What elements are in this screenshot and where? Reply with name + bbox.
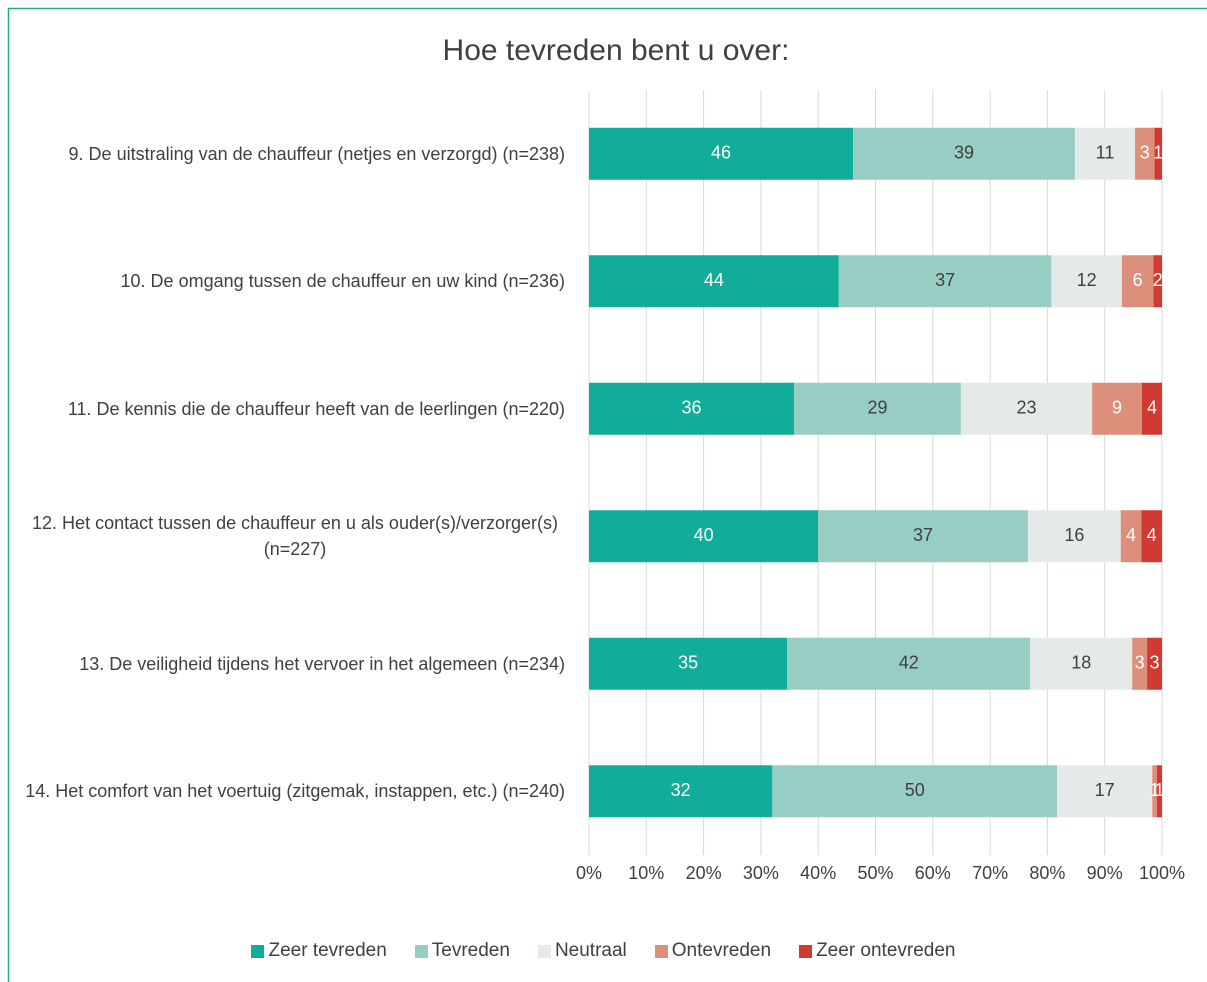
data-label: 35 bbox=[678, 653, 698, 673]
legend-swatch bbox=[251, 944, 265, 958]
bar-segment bbox=[1156, 765, 1162, 818]
data-label: 1 bbox=[1150, 780, 1160, 800]
data-label: 3 bbox=[1150, 653, 1160, 673]
data-label: 23 bbox=[1016, 398, 1036, 418]
legend-swatch bbox=[414, 944, 428, 958]
data-label: 12 bbox=[1077, 270, 1097, 290]
bar-segment bbox=[1154, 127, 1162, 180]
data-label: 3 bbox=[1140, 143, 1150, 163]
bar-segment bbox=[1132, 637, 1148, 690]
bar-segment bbox=[960, 382, 1093, 435]
legend-item: Neutraal bbox=[537, 940, 627, 962]
data-label: 4 bbox=[1147, 398, 1157, 418]
bar-segment bbox=[1141, 510, 1162, 563]
legend-swatch bbox=[537, 944, 551, 958]
category-label: 9. De uitstraling van de chauffeur (netj… bbox=[68, 143, 565, 164]
bar-segment bbox=[1030, 637, 1133, 690]
data-label: 39 bbox=[954, 143, 974, 163]
bar-segment bbox=[589, 510, 819, 563]
x-tick-label: 50% bbox=[857, 863, 893, 883]
bar-segment bbox=[772, 765, 1058, 818]
data-label: 50 bbox=[905, 780, 925, 800]
data-label: 1 bbox=[1154, 780, 1164, 800]
bar-segment bbox=[589, 765, 773, 818]
bar-segment bbox=[1057, 765, 1153, 818]
x-tick-label: 0% bbox=[576, 863, 602, 883]
data-label: 40 bbox=[694, 525, 714, 545]
x-tick-label: 20% bbox=[686, 863, 722, 883]
bar-segment bbox=[1141, 382, 1162, 435]
x-tick-label: 30% bbox=[743, 863, 779, 883]
data-label: 9 bbox=[1112, 398, 1122, 418]
legend-label: Ontevreden bbox=[671, 940, 772, 961]
data-label: 37 bbox=[913, 525, 933, 545]
data-label: 46 bbox=[711, 143, 731, 163]
bar-segment bbox=[1152, 765, 1157, 818]
bar-segment bbox=[838, 255, 1052, 308]
data-label: 17 bbox=[1095, 780, 1115, 800]
bar-segment bbox=[1074, 127, 1136, 180]
legend-label: Zeer ontevreden bbox=[816, 940, 956, 961]
data-label: 42 bbox=[899, 653, 919, 673]
bar-segment bbox=[1092, 382, 1142, 435]
x-tick-label: 60% bbox=[915, 863, 951, 883]
legend-item: Zeer ontevreden bbox=[799, 940, 956, 962]
bar-segment bbox=[1153, 255, 1162, 308]
frame bbox=[7, 7, 1207, 982]
data-label: 37 bbox=[935, 270, 955, 290]
bar-segment bbox=[818, 510, 1028, 563]
x-tick-label: 100% bbox=[1139, 863, 1185, 883]
bar-segment bbox=[1027, 510, 1121, 563]
data-label: 11 bbox=[1096, 143, 1115, 163]
data-label: 18 bbox=[1071, 653, 1091, 673]
legend-swatch bbox=[799, 944, 813, 958]
bar-segment bbox=[589, 637, 788, 690]
category-label: 11. De kennis die de chauffeur heeft van… bbox=[67, 398, 565, 419]
category-label: 13. De veiligheid tijdens het vervoer in… bbox=[79, 653, 565, 674]
legend-label: Tevreden bbox=[431, 940, 510, 961]
legend-item: Zeer tevreden bbox=[251, 940, 387, 962]
data-label: 16 bbox=[1064, 525, 1084, 545]
x-tick-label: 90% bbox=[1087, 863, 1123, 883]
data-label: 2 bbox=[1153, 270, 1163, 290]
bar-segment bbox=[1135, 127, 1155, 180]
legend-swatch bbox=[654, 944, 668, 958]
data-label: 6 bbox=[1133, 270, 1143, 290]
chart-title: Hoe tevreden bent u over: bbox=[443, 34, 790, 67]
bar-segment bbox=[853, 127, 1075, 180]
legend-label: Neutraal bbox=[554, 940, 627, 961]
data-label: 4 bbox=[1126, 525, 1136, 545]
data-label: 36 bbox=[682, 398, 702, 418]
data-label: 1 bbox=[1153, 143, 1163, 163]
x-tick-label: 40% bbox=[800, 863, 836, 883]
data-label: 29 bbox=[867, 398, 887, 418]
bar-segment bbox=[1051, 255, 1122, 308]
legend: Zeer tevreden Tevreden Neutraal Ontevreden Z… bbox=[0, 940, 1207, 962]
data-label: 44 bbox=[704, 270, 724, 290]
category-label: 14. Het comfort van het voertuig (zitgem… bbox=[25, 781, 565, 802]
bar-segment bbox=[1121, 255, 1154, 308]
data-label: 4 bbox=[1147, 525, 1157, 545]
bar-segment bbox=[794, 382, 961, 435]
bar-segment bbox=[1147, 637, 1162, 690]
bar-segment bbox=[1120, 510, 1142, 563]
legend-item: Tevreden bbox=[414, 940, 510, 962]
x-tick-label: 80% bbox=[1029, 863, 1065, 883]
x-tick-label: 70% bbox=[972, 863, 1008, 883]
bar-segment bbox=[589, 382, 795, 435]
category-label: 10. De omgang tussen de chauffeur en uw … bbox=[120, 271, 565, 292]
bar-segment bbox=[589, 255, 839, 308]
bar-segment bbox=[787, 637, 1031, 690]
bar-segment bbox=[589, 127, 854, 180]
category-label: 12. Het contact tussen de chauffeur en u… bbox=[32, 513, 558, 560]
x-tick-label: 10% bbox=[628, 863, 664, 883]
data-label: 32 bbox=[671, 780, 691, 800]
legend-item: Ontevreden bbox=[654, 940, 772, 962]
legend-label: Zeer tevreden bbox=[268, 940, 387, 961]
data-label: 3 bbox=[1135, 653, 1145, 673]
